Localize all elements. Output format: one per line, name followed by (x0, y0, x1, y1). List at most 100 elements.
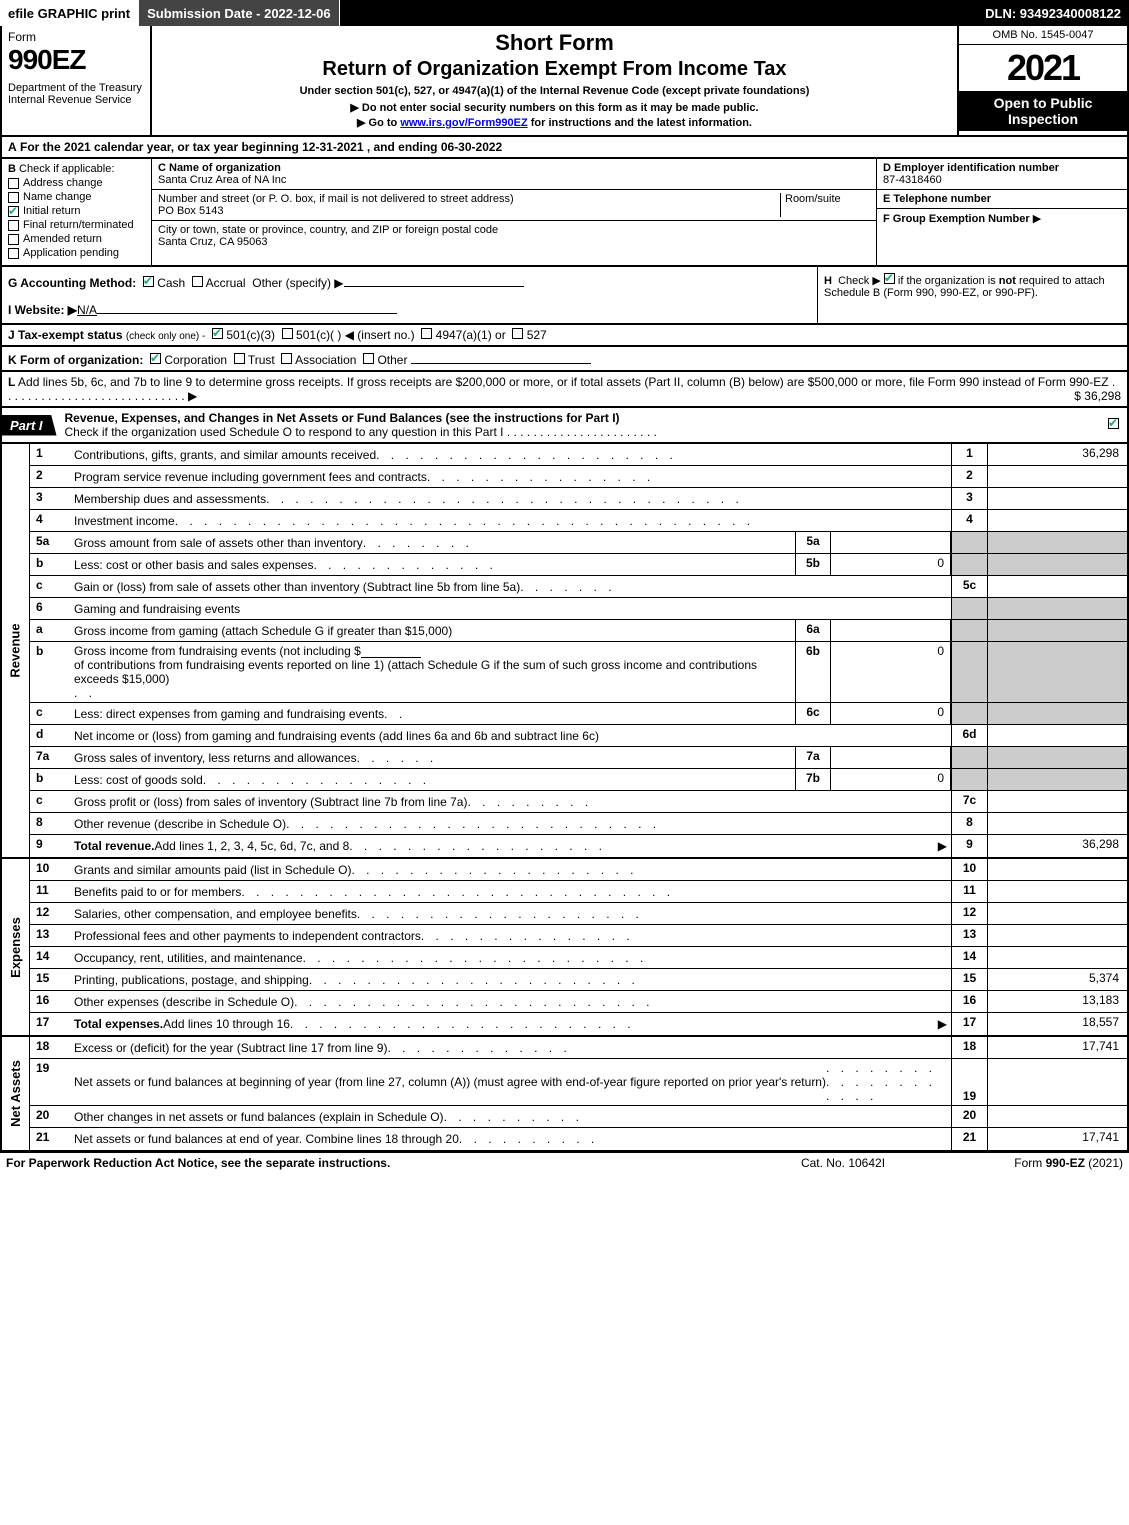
line-2: 2 Program service revenue including gove… (30, 466, 1127, 488)
j-opt1: 501(c)(3) (226, 328, 275, 342)
checkbox-icon[interactable] (234, 353, 245, 364)
line-desc: Less: direct expenses from gaming and fu… (74, 707, 384, 721)
line-desc: Benefits paid to or for members (74, 885, 241, 899)
line-desc: Add lines 10 through 16 (163, 1017, 290, 1031)
line-amount (987, 813, 1127, 834)
line-desc: Membership dues and assessments (74, 492, 266, 506)
website-line[interactable] (97, 300, 397, 314)
dots: . . . . . . . . . . (459, 1132, 947, 1146)
checkbox-icon[interactable] (363, 353, 374, 364)
header-right: OMB No. 1545-0047 2021 Open to Public In… (957, 26, 1127, 135)
line-amount (987, 576, 1127, 597)
mini-ref: 7b (795, 769, 831, 790)
line-desc: Net assets or fund balances at end of ye… (74, 1132, 459, 1146)
line-ref: 3 (951, 488, 987, 509)
city-value: Santa Cruz, CA 95063 (158, 236, 267, 248)
dots: . . . . . . . . . . (444, 1110, 947, 1124)
line-ref: 10 (951, 859, 987, 880)
mini-ref: 5a (795, 532, 831, 553)
line-amount (987, 903, 1127, 924)
dln-label: DLN: 93492340008122 (977, 0, 1129, 26)
line-ref: 20 (951, 1106, 987, 1127)
line-ref: 6d (951, 725, 987, 746)
line-amount: 36,298 (987, 444, 1127, 465)
checkbox-checked-icon[interactable] (212, 328, 223, 339)
footer-form-bold: 990-EZ (1046, 1156, 1085, 1170)
line-amount: 36,298 (987, 835, 1127, 857)
page-footer: For Paperwork Reduction Act Notice, see … (0, 1152, 1129, 1173)
chk-amended-return[interactable]: Amended return (8, 233, 145, 245)
line-ref: 16 (951, 991, 987, 1012)
expenses-side-label: Expenses (2, 859, 30, 1035)
grey-cell (987, 532, 1127, 553)
dots: . . . . . . . . . . . . . . . . . . . . (357, 907, 947, 921)
line-amount (987, 725, 1127, 746)
chk-initial-return[interactable]: Initial return (8, 205, 145, 217)
dots: . . . . . . . . . . . . . . . . . . . . … (294, 995, 947, 1009)
line-amount: 17,741 (987, 1128, 1127, 1150)
line-amount: 17,741 (987, 1037, 1127, 1058)
part1-sub-dots: . . . . . . . . . . . . . . . . . . . . … (503, 425, 656, 439)
j-opt4: 527 (527, 328, 547, 342)
line-ref: 1 (951, 444, 987, 465)
chk-final-return[interactable]: Final return/terminated (8, 219, 145, 231)
checkbox-icon (8, 178, 19, 189)
line-ref: 19 (951, 1059, 987, 1105)
line-num: 1 (30, 444, 70, 465)
line-desc: Salaries, other compensation, and employ… (74, 907, 357, 921)
part1-schedule-o-check[interactable] (1100, 415, 1127, 435)
grey-cell (987, 747, 1127, 768)
line-desc-mid: of contributions from fundraising events… (74, 658, 791, 686)
checkbox-icon[interactable] (281, 353, 292, 364)
mini-val (831, 747, 951, 768)
dots: . . . . . . . (520, 580, 947, 594)
checkbox-icon[interactable] (421, 328, 432, 339)
phone-row: E Telephone number (877, 190, 1127, 209)
line-ref: 7c (951, 791, 987, 812)
checkbox-icon[interactable] (512, 328, 523, 339)
dots: . . . . . . . . . . . . . . . . . . . . … (241, 885, 947, 899)
line-desc-bold: Total expenses. (74, 1017, 163, 1031)
other-specify-line[interactable] (344, 273, 524, 287)
mini-ref: 6c (795, 703, 831, 724)
line-amount: 5,374 (987, 969, 1127, 990)
k-other-line[interactable] (411, 350, 591, 364)
line-desc-bold: Total revenue. (74, 839, 154, 853)
revenue-side-label: Revenue (2, 444, 30, 857)
line-desc: Printing, publications, postage, and shi… (74, 973, 309, 987)
city-row: City or town, state or province, country… (152, 221, 876, 251)
line-1: 1 Contributions, gifts, grants, and simi… (30, 444, 1127, 466)
line-9: 9 Total revenue. Add lines 1, 2, 3, 4, 5… (30, 835, 1127, 857)
chk-name-change[interactable]: Name change (8, 191, 145, 203)
row-l: L Add lines 5b, 6c, and 7b to line 9 to … (0, 372, 1129, 408)
tax-year: 2021 (959, 45, 1127, 91)
dots: . . . . . . . . . . . . . . . . . . (349, 839, 932, 853)
checkbox-checked-icon[interactable] (143, 276, 154, 287)
col-b: B Check if applicable: Address change Na… (2, 159, 152, 265)
dots: . . (384, 707, 791, 721)
checkbox-icon[interactable] (192, 276, 203, 287)
chk-address-change[interactable]: Address change (8, 177, 145, 189)
form-word: Form (8, 30, 144, 44)
checkbox-checked-icon[interactable] (884, 273, 895, 284)
contribution-amount-line[interactable] (361, 644, 421, 658)
k-opt-corporation: Corporation (164, 353, 227, 367)
phone-label: E Telephone number (883, 193, 991, 205)
ein-row: D Employer identification number 87-4318… (877, 159, 1127, 190)
line-amount: 18,557 (987, 1013, 1127, 1035)
efile-label[interactable]: efile GRAPHIC print (0, 0, 139, 26)
revenue-body: 1 Contributions, gifts, grants, and simi… (30, 444, 1127, 857)
line-desc: Program service revenue including govern… (74, 470, 427, 484)
mini-val: 0 (831, 554, 951, 575)
irs-link[interactable]: www.irs.gov/Form990EZ (400, 117, 527, 129)
address-label: Number and street (or P. O. box, if mail… (158, 193, 514, 205)
line-num: b (30, 642, 70, 702)
chk-application-pending[interactable]: Application pending (8, 247, 145, 259)
line-num: c (30, 791, 70, 812)
ein-label: D Employer identification number (883, 162, 1059, 174)
k-opt-association: Association (295, 353, 356, 367)
line-ref: 21 (951, 1128, 987, 1150)
checkbox-checked-icon[interactable] (150, 353, 161, 364)
line-ref: 11 (951, 881, 987, 902)
checkbox-icon[interactable] (282, 328, 293, 339)
